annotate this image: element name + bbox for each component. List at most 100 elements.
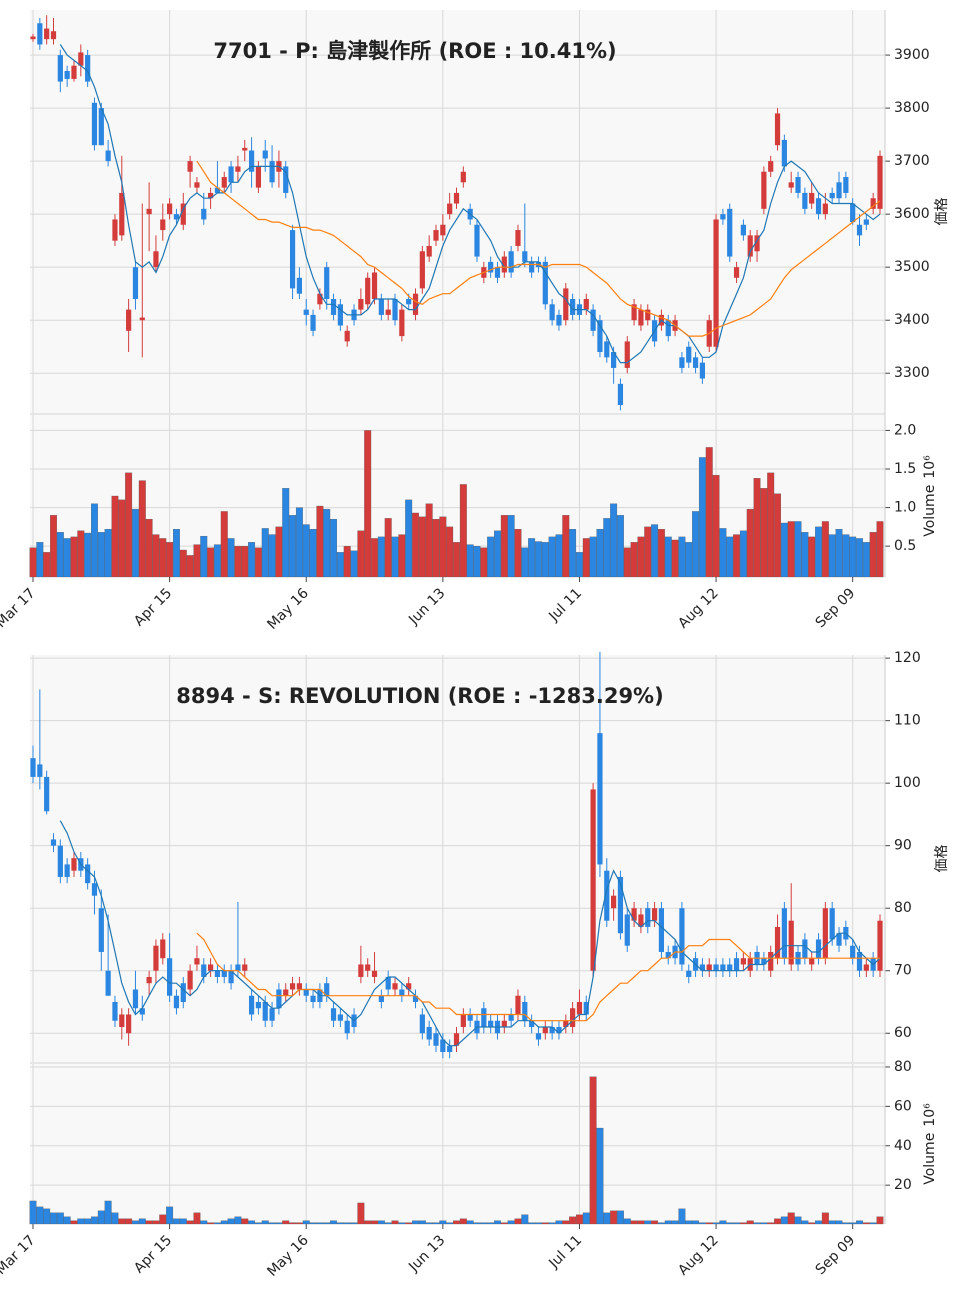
candle-body [392,298,398,321]
candle-body [187,161,193,172]
volume-bar [234,545,242,578]
volume-bar [801,532,809,578]
volume-bar [111,495,119,578]
candle-body [269,1008,275,1021]
volume-bar [84,532,92,578]
candle-body [843,177,849,193]
volume-bar [138,1218,146,1225]
x-tick-label: Sep 09 [813,585,859,631]
candle-body [180,203,186,225]
volume-bar [241,1218,249,1225]
candle-body [406,298,412,305]
volume-bar [179,549,187,578]
candle-body [733,958,740,971]
volume-bar [289,1222,297,1225]
volume-bar [118,1218,126,1225]
candle-body [426,245,432,257]
candle-body [242,147,248,151]
volume-bar [77,1218,85,1225]
volume-bar [398,1222,406,1225]
candle-body [440,224,446,236]
y-tick-label: 0.5 [894,538,916,554]
candle-body [37,764,43,777]
volume-bar [172,529,180,578]
volume-bar [603,1212,611,1225]
candle-body [207,192,214,199]
candle-body [747,235,753,257]
volume-bar [787,521,795,578]
candle-body [645,309,651,321]
volume-bar [657,529,665,578]
candle-body [30,758,36,777]
candle-body [78,52,84,66]
volume-bar [685,542,693,578]
volume-bar [118,499,126,578]
candle-body [126,309,132,331]
volume-bar [801,1220,809,1225]
volume-bar [213,1222,221,1225]
volume-bar [43,1208,51,1225]
x-tick-label: Apr 15 [131,585,175,629]
candle-body [822,908,828,959]
candle-body [91,102,98,146]
candle-body [563,288,569,321]
volume-bar [746,508,754,578]
candle-body [337,1014,343,1021]
volume-bar [391,1220,399,1225]
candle-body [870,198,876,209]
candle-body [371,970,378,977]
volume-bar [275,1222,283,1225]
candle-body [289,230,296,289]
volume-bar [241,545,249,578]
candle-body [85,864,91,884]
y-tick-label: 120 [894,650,921,666]
candle-body [57,55,63,82]
volume-bar [179,1218,187,1225]
candle-body [139,1008,145,1015]
candle-body [494,267,501,278]
y-tick-label: 60 [894,1025,912,1041]
volume-bar [104,529,112,578]
volume-bar [623,1218,631,1225]
candle-body [317,293,323,305]
volume-bar [418,516,426,578]
volume-bar [794,1216,802,1225]
candle-body [515,230,521,246]
candle-body [119,1014,125,1027]
volume-bar [439,516,447,578]
candle-body [754,235,760,252]
x-tick-label: Apr 15 [131,1232,175,1276]
volume-bar [138,480,146,578]
volume-bar [425,503,433,578]
candle-body [877,920,883,971]
candle-body [631,304,637,321]
volume-bar [616,1210,624,1225]
volume-bar [220,511,228,578]
candle-body [453,192,460,204]
candle-body [699,964,706,971]
volume-bar [842,1222,850,1225]
candle-body [617,383,624,406]
candle-body [50,839,57,846]
candle-body [112,219,118,241]
candle-body [132,267,139,299]
volume-bar [50,515,57,578]
volume-panel [30,1064,885,1224]
volume-bar [289,515,297,578]
candle-body [344,330,350,342]
volume-bar [207,1222,215,1225]
volume-bar [808,1222,816,1225]
volume-bar [582,538,590,578]
candle-body [815,939,822,959]
volume-axis-label: Volume 10⁶ [922,455,938,537]
volume-bar [391,536,399,578]
volume-bar [111,1212,119,1225]
candle-body [774,113,781,146]
volume-bar [248,1220,256,1225]
volume-bar [787,1212,795,1225]
volume-bar [541,1222,549,1225]
volume-bar [91,503,98,578]
volume-bar [166,1206,174,1225]
candle-body [324,983,330,996]
